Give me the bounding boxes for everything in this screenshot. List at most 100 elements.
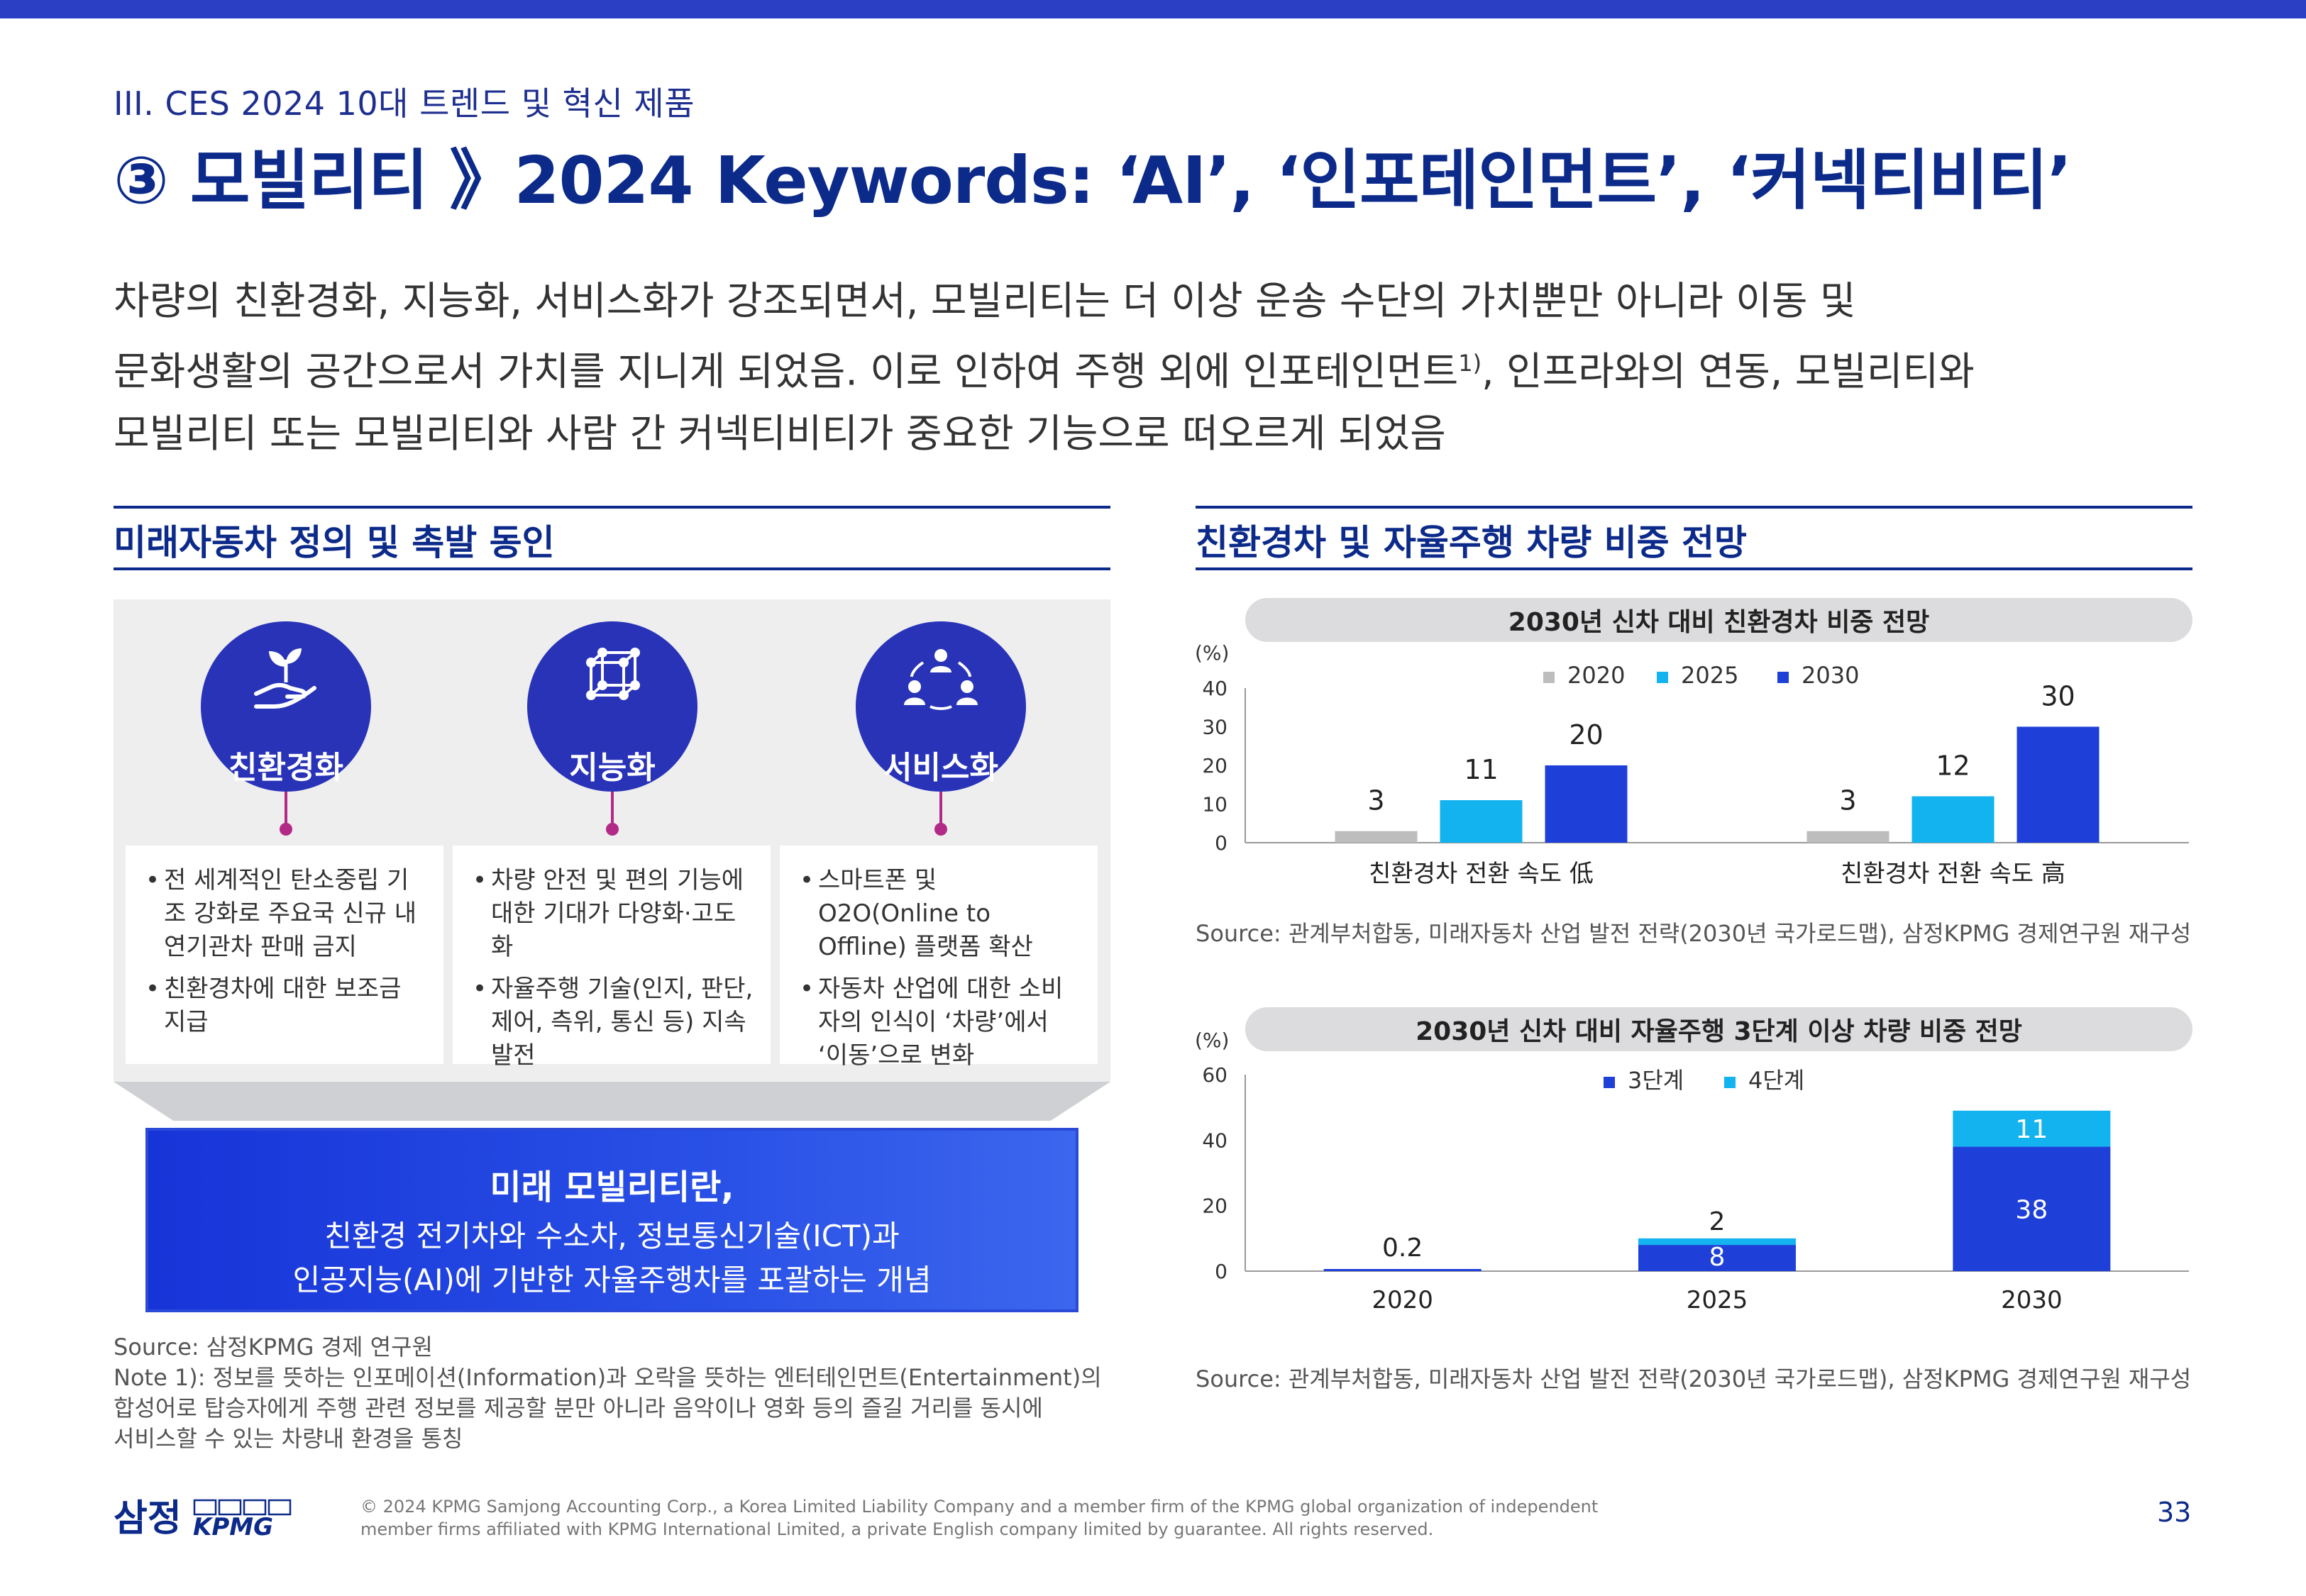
note-line-1: Note 1): 정보를 뜻하는 인포메이션(Information)과 오락을… xyxy=(114,1364,1102,1391)
definition-body: 친환경 전기차와 수소차, 정보통신기술(ICT)과 인공지능(AI)에 기반한… xyxy=(148,1214,1076,1302)
legend-swatch xyxy=(1724,1077,1736,1088)
bar-segment xyxy=(1953,1146,2111,1271)
list-item: 차량 안전 및 편의 기능에 대한 기대가 다양화·고도화 xyxy=(473,864,758,964)
section-label: III. CES 2024 10대 트렌드 및 혁신 제품 xyxy=(114,84,695,123)
y-axis-label: (%) xyxy=(1195,641,1229,665)
kpmg-logo: KPMG xyxy=(193,1499,292,1538)
right-heading-rule-bottom xyxy=(1196,567,2192,570)
x-tick-label: 친환경차 전환 속도 低 xyxy=(1369,860,1594,888)
bar xyxy=(2017,726,2100,843)
bar-segment xyxy=(1638,1245,1796,1271)
right-section-heading: 친환경차 및 자율주행 차량 비중 전망 xyxy=(1196,522,1748,563)
legend-swatch xyxy=(1777,672,1789,683)
list-item: 자율주행 기술(인지, 판단, 제어, 측위, 통신 등) 지속 발전 xyxy=(473,972,758,1073)
driver-circle-eco: 친환경화 xyxy=(201,621,371,792)
definition-box: 미래 모빌리티란, 친환경 전기차와 수소차, 정보통신기술(ICT)과 인공지… xyxy=(145,1128,1078,1312)
intro-line-1: 차량의 친환경화, 지능화, 서비스화가 강조되면서, 모빌리티는 더 이상 운… xyxy=(114,278,1856,323)
data-label: 2 xyxy=(1709,1207,1726,1236)
left-source-notes: Source: 삼정KPMG 경제 연구원 Note 1): 정보를 뜻하는 인… xyxy=(114,1332,1121,1454)
driver-label-intelligence: 지능화 xyxy=(569,750,656,786)
plant-in-hand-icon xyxy=(254,648,316,709)
intro-line-2: 문화생활의 공간으로서 가치를 지니게 되었음. 이로 인하여 주행 외에 인포… xyxy=(114,332,2207,402)
data-label: 12 xyxy=(1936,750,1970,782)
y-axis-label: (%) xyxy=(1195,1029,1229,1052)
intro-line-3: 모빌리티 또는 모빌리티와 사람 간 커넥티비티가 중요한 기능으로 떠오르게 … xyxy=(114,411,1446,457)
autonomous-share-chart: (%) 0 20 40 60 3단계 4단계 2020 2025 2030 0.2 8 2 38 11 xyxy=(1195,1029,2189,1314)
network-cube-icon xyxy=(586,648,640,700)
definition-line-2: 인공지능(AI)에 기반한 자율주행차를 포괄하는 개념 xyxy=(292,1263,932,1297)
bar xyxy=(1440,800,1523,843)
driver-stem-eco xyxy=(285,792,287,827)
footnote-ref: 1) xyxy=(1458,350,1482,377)
y-tick-label: 30 xyxy=(1202,716,1228,739)
left-heading-rule-bottom xyxy=(114,567,1110,570)
bar xyxy=(1335,831,1418,843)
definition-line-1: 친환경 전기차와 수소차, 정보통신기술(ICT)과 xyxy=(324,1219,900,1253)
list-item: 친환경차에 대한 보조금 지급 xyxy=(145,972,431,1039)
top-accent-bar xyxy=(0,0,2306,18)
kpmg-logo-text: KPMG xyxy=(193,1513,273,1538)
legend-swatch xyxy=(1657,672,1668,683)
y-tick-label: 10 xyxy=(1202,793,1228,816)
data-label: 3 xyxy=(1839,785,1856,816)
x-tick-label: 2020 xyxy=(1372,1286,1433,1314)
copyright-line-2: member firms affiliated with KPMG Intern… xyxy=(360,1519,1434,1539)
y-tick-label: 20 xyxy=(1202,1195,1228,1218)
bar xyxy=(1911,796,1995,843)
page-title: ③ 모빌리티 》2024 Keywords: ‘AI’, ‘인포테인먼트’, ‘… xyxy=(114,143,2072,218)
chart1-source: Source: 관계부처합동, 미래자동차 산업 발전 전략(2030년 국가로… xyxy=(1196,920,2192,947)
chart1-title: 2030년 신차 대비 친환경차 비중 전망 xyxy=(1245,598,2192,642)
intro-line-2-rest: , 인프라와의 연동, 모빌리티와 xyxy=(1482,348,1975,394)
funnel-connector xyxy=(114,1082,1110,1121)
y-tick-label: 40 xyxy=(1202,1129,1228,1152)
intro-paragraph: 차량의 친환경화, 지능화, 서비스화가 강조되면서, 모빌리티는 더 이상 운… xyxy=(114,270,2207,465)
y-tick-label: 60 xyxy=(1202,1063,1228,1087)
list-item: 자동차 산업에 대한 소비자의 인식이 ‘차량’에서 ‘이동’으로 변화 xyxy=(800,972,1085,1073)
data-label: 11 xyxy=(1464,754,1498,785)
page-number: 33 xyxy=(2157,1497,2192,1528)
y-tick-label: 0 xyxy=(1215,831,1228,855)
left-heading-rule-top xyxy=(114,506,1110,509)
legend-swatch xyxy=(1604,1077,1615,1088)
driver-circle-intelligence: 지능화 xyxy=(527,621,697,792)
legend-label: 2025 xyxy=(1681,662,1738,689)
chart2-source: Source: 관계부처합동, 미래자동차 산업 발전 전략(2030년 국가로… xyxy=(1196,1365,2192,1392)
bar-segment xyxy=(1638,1238,1796,1246)
driver-card-eco: 전 세계적인 탄소중립 기조 강화로 주요국 신규 내연기관차 판매 금지 친환… xyxy=(126,846,443,1064)
bar-segment xyxy=(1323,1269,1482,1271)
legend-swatch xyxy=(1543,672,1555,683)
data-label: 11 xyxy=(2015,1115,2048,1144)
driver-stem-service xyxy=(939,792,942,827)
intro-line-2-text: 문화생활의 공간으로서 가치를 지니게 되었음. 이로 인하여 주행 외에 인포… xyxy=(114,348,1459,394)
driver-card-intelligence: 차량 안전 및 편의 기능에 대한 기대가 다양화·고도화 자율주행 기술(인지… xyxy=(453,846,771,1070)
driver-stem-intelligence xyxy=(611,792,614,827)
y-tick-label: 40 xyxy=(1202,677,1228,700)
legend-label: 4단계 xyxy=(1748,1067,1804,1094)
x-tick-label: 2025 xyxy=(1687,1286,1748,1314)
data-label: 8 xyxy=(1709,1243,1726,1272)
left-section-heading: 미래자동차 정의 및 촉발 동인 xyxy=(114,522,555,563)
y-tick-label: 0 xyxy=(1215,1260,1228,1283)
people-cycle-icon xyxy=(904,649,978,710)
driver-dot-eco xyxy=(280,823,292,836)
bar xyxy=(1545,765,1628,843)
driver-dot-service xyxy=(934,823,947,836)
data-label: 0.2 xyxy=(1382,1234,1423,1263)
left-source: Source: 삼정KPMG 경제 연구원 xyxy=(114,1334,433,1361)
driver-dot-intelligence xyxy=(606,823,619,836)
data-label: 20 xyxy=(1569,719,1603,750)
x-tick-label: 2030 xyxy=(2001,1286,2063,1314)
definition-title: 미래 모빌리티란, xyxy=(490,1168,734,1207)
driver-circle-service: 서비스화 xyxy=(856,621,1026,792)
list-item: 스마트폰 및 O2O(Online to Offline) 플랫폼 확산 xyxy=(800,864,1085,964)
samjong-logo: 삼정 xyxy=(114,1497,182,1540)
driver-label-eco: 친환경화 xyxy=(228,750,343,786)
copyright-line-1: © 2024 KPMG Samjong Accounting Corp., a … xyxy=(360,1497,1599,1517)
note-line-3: 서비스할 수 있는 차량내 환경을 통칭 xyxy=(114,1425,463,1452)
list-item: 전 세계적인 탄소중립 기조 강화로 주요국 신규 내연기관차 판매 금지 xyxy=(145,864,431,964)
x-tick-label: 친환경차 전환 속도 高 xyxy=(1841,860,2065,888)
data-label: 3 xyxy=(1367,785,1384,816)
chart2-title: 2030년 신차 대비 자율주행 3단계 이상 차량 비중 전망 xyxy=(1245,1007,2192,1051)
legend-label: 3단계 xyxy=(1628,1067,1684,1094)
